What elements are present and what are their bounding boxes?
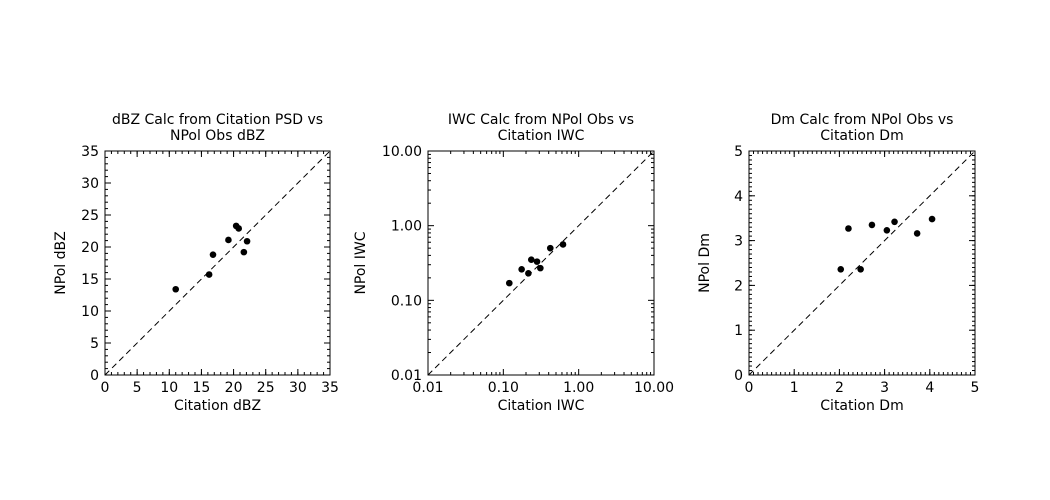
- y-tick-label: 5: [90, 336, 99, 352]
- data-point: [518, 266, 525, 273]
- one-to-one-line: [427, 150, 655, 376]
- y-tick-label: 0: [90, 368, 99, 384]
- y-tick-label: 2: [734, 278, 743, 294]
- y-tick-label: 0: [734, 368, 743, 384]
- y-tick-label: 1.00: [391, 219, 422, 235]
- x-axis-label: Citation dBZ: [174, 398, 261, 414]
- data-point: [537, 264, 544, 272]
- x-tick-label: 10: [160, 380, 178, 396]
- x-tick-label: 10.00: [634, 380, 674, 396]
- y-tick-label: 30: [81, 176, 99, 192]
- y-tick-label: 0.10: [391, 293, 422, 309]
- data-point: [240, 248, 248, 256]
- data-point: [525, 270, 532, 277]
- x-tick-label: 0.01: [412, 380, 443, 396]
- x-tick-label: 5: [133, 380, 142, 396]
- chart-title-line: dBZ Calc from Citation PSD vs: [112, 112, 323, 128]
- y-axis-label: NPol Dm: [697, 233, 713, 293]
- data-point: [172, 285, 180, 293]
- data-point: [891, 218, 898, 226]
- data-point: [533, 258, 541, 265]
- x-tick-label: 0.10: [488, 380, 519, 396]
- y-tick-label: 10.00: [382, 144, 422, 160]
- x-tick-label: 4: [925, 380, 934, 396]
- chart-title-line: NPol Obs dBZ: [170, 128, 265, 144]
- x-tick-label: 2: [835, 380, 844, 396]
- plot-frame: [104, 150, 331, 376]
- data-point: [527, 256, 535, 264]
- x-tick-label: 1: [790, 380, 799, 396]
- data-point: [837, 265, 845, 273]
- y-axis-label: NPol IWC: [353, 231, 369, 294]
- one-to-one-line: [104, 150, 331, 376]
- data-point: [883, 226, 891, 234]
- x-tick-label: 35: [321, 380, 339, 396]
- x-tick-label: 3: [880, 380, 889, 396]
- chart-1: 0 5 10 15 20 25 30 35 0 5 10 15 20 25 30 35 dBZ Calc fro…: [53, 112, 339, 414]
- chart-title-line: Citation IWC: [498, 128, 585, 144]
- one-to-one-line: [748, 150, 976, 376]
- x-tick-label: 15: [193, 380, 211, 396]
- y-tick-label: 15: [81, 272, 99, 288]
- chart-title-line: Dm Calc from NPol Obs vs: [771, 112, 954, 128]
- x-tick-label: 20: [225, 380, 243, 396]
- x-axis-label: Citation Dm: [820, 398, 903, 414]
- plot-frame: [427, 150, 655, 376]
- y-tick-label: 5: [734, 144, 743, 160]
- data-point: [928, 215, 936, 223]
- data-point: [857, 265, 864, 273]
- y-tick-label: 25: [81, 208, 99, 224]
- data-point: [209, 251, 217, 258]
- data-point: [505, 279, 513, 287]
- data-point: [559, 241, 567, 248]
- y-tick-label: 10: [81, 304, 99, 320]
- data-point: [225, 236, 232, 244]
- x-tick-label: 1.00: [563, 380, 594, 396]
- y-tick-label: 0.01: [391, 368, 422, 384]
- chart-2: 0.01 0.10 1.00 10.00 0.01 0.10 1.00 10.00 IWC Ca…: [353, 112, 674, 414]
- y-tick-label: 20: [81, 240, 99, 256]
- y-tick-label: 3: [734, 234, 743, 250]
- x-tick-label: 0: [101, 380, 110, 396]
- y-tick-label: 1: [734, 323, 743, 339]
- x-tick-label: 0: [745, 380, 754, 396]
- data-point: [546, 244, 554, 252]
- data-point: [235, 225, 243, 232]
- data-point: [913, 230, 921, 237]
- data-point: [205, 271, 213, 278]
- y-axis-label: NPol dBZ: [53, 231, 69, 294]
- x-tick-label: 25: [257, 380, 275, 396]
- y-tick-label: 35: [81, 144, 99, 160]
- chart-title-line: Citation Dm: [820, 128, 903, 144]
- chart-title-line: IWC Calc from NPol Obs vs: [448, 112, 634, 128]
- x-tick-label: 30: [289, 380, 307, 396]
- x-axis-label: Citation IWC: [498, 398, 585, 414]
- data-point: [243, 237, 251, 245]
- data-point: [868, 221, 876, 229]
- data-point: [845, 225, 852, 232]
- y-tick-label: 4: [734, 189, 743, 205]
- x-tick-label: 5: [971, 380, 980, 396]
